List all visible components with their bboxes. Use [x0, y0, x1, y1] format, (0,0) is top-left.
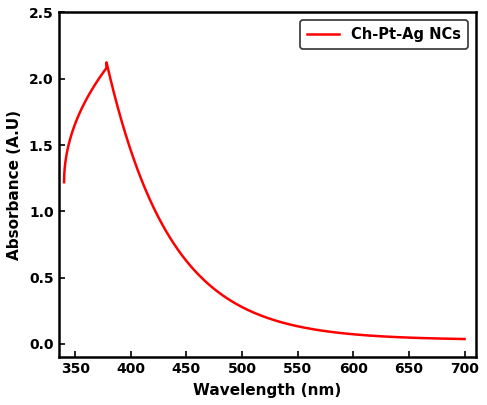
- Ch-Pt-Ag NCs: [450, 337, 456, 341]
- Line: Ch-Pt-Ag NCs: Ch-Pt-Ag NCs: [64, 62, 465, 339]
- Legend: Ch-Pt-Ag NCs: Ch-Pt-Ag NCs: [300, 20, 468, 49]
- Ch-Pt-Ag NCs: [82, 100, 88, 105]
- Ch-Pt-Ag NCs: [245, 308, 251, 313]
- Ch-Pt-Ag NCs: [104, 60, 110, 65]
- Ch-Pt-Ag NCs: [61, 180, 67, 185]
- Ch-Pt-Ag NCs: [256, 312, 262, 317]
- Ch-Pt-Ag NCs: [462, 337, 468, 341]
- Ch-Pt-Ag NCs: [450, 337, 456, 341]
- Y-axis label: Absorbance (A.U): Absorbance (A.U): [7, 110, 22, 260]
- X-axis label: Wavelength (nm): Wavelength (nm): [193, 383, 341, 398]
- Ch-Pt-Ag NCs: [376, 334, 382, 339]
